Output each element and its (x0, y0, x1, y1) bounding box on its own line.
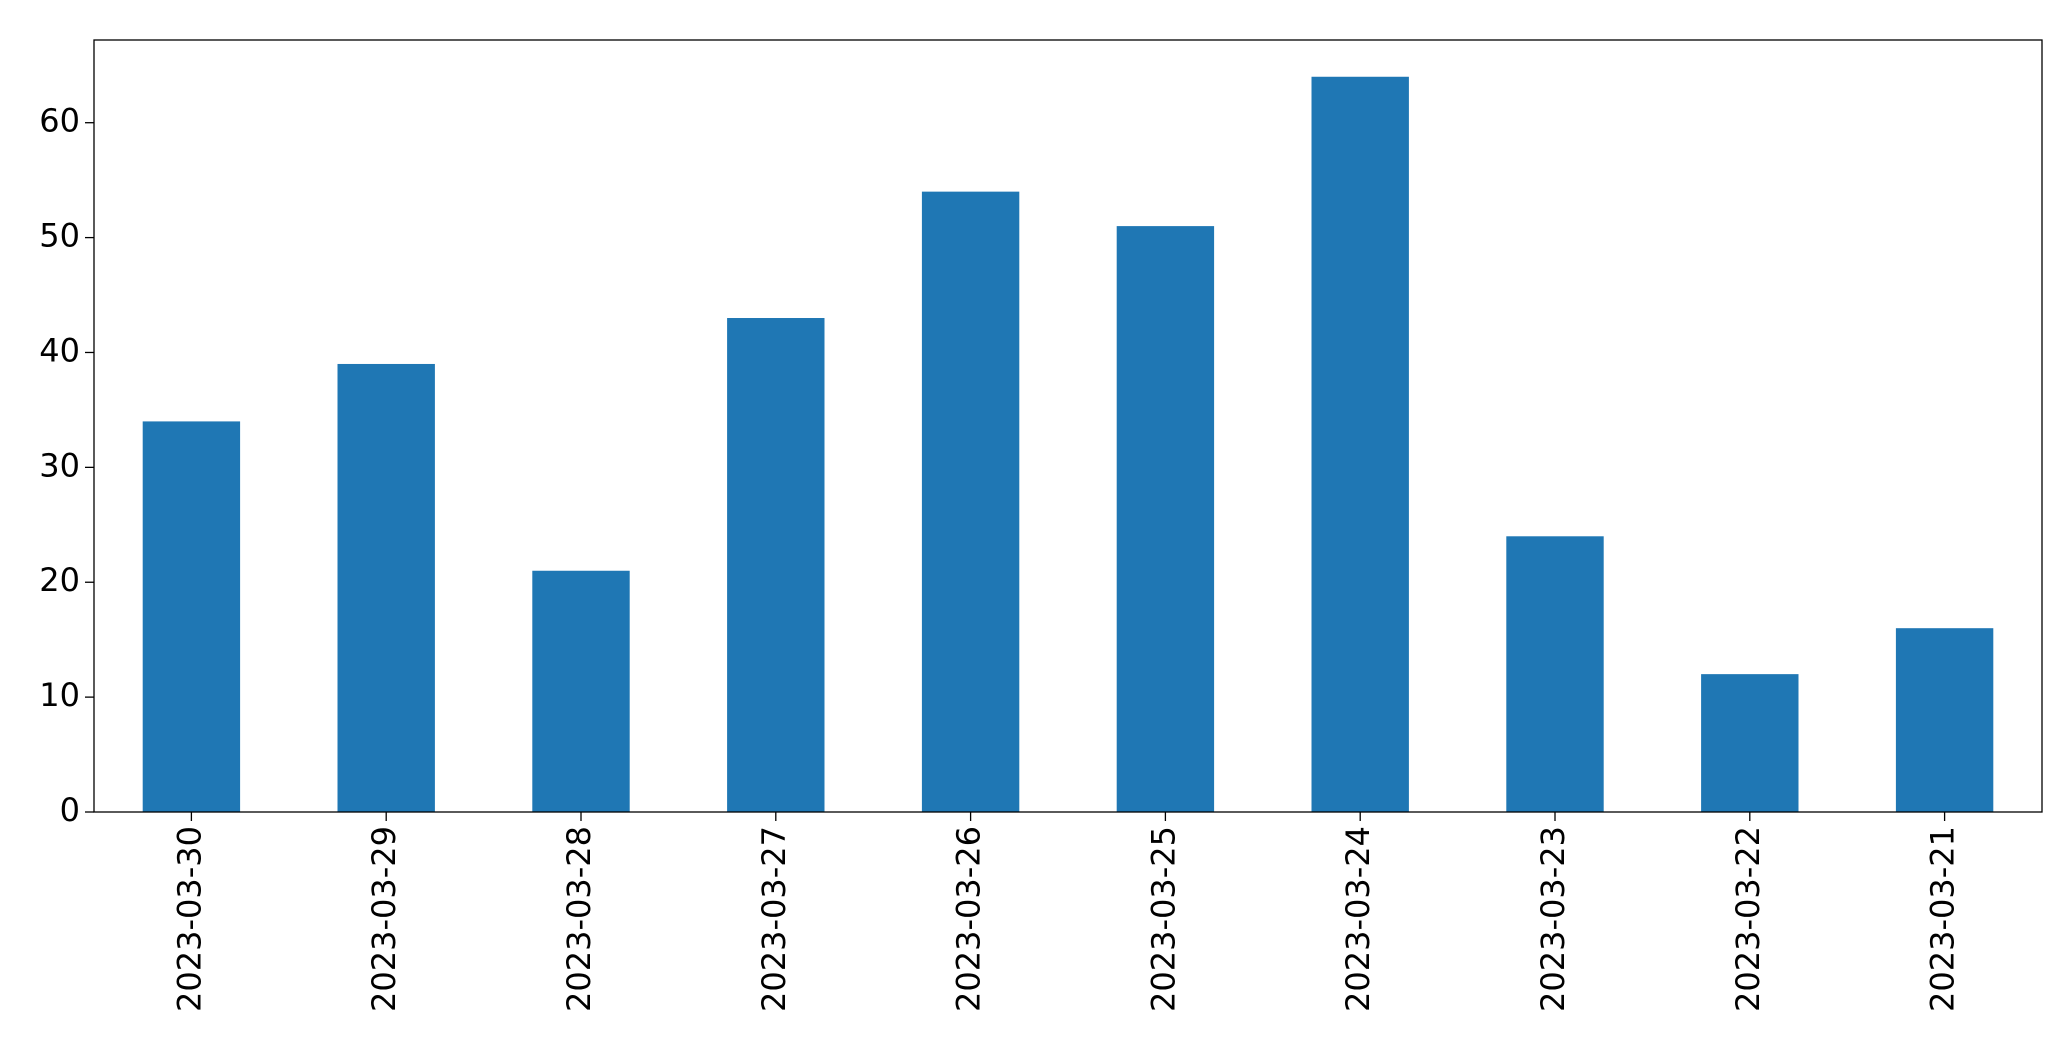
x-tick-label: 2023-03-24 (1339, 826, 1377, 1012)
y-tick-label: 10 (39, 676, 80, 714)
x-tick-label: 2023-03-26 (950, 826, 988, 1012)
bar (1311, 76, 1409, 812)
bar (532, 570, 630, 812)
bar (1116, 226, 1215, 812)
bar (921, 191, 1020, 813)
bar (1701, 674, 1799, 812)
bar (1506, 536, 1604, 812)
x-tick-label: 2023-03-30 (170, 826, 208, 1012)
y-tick-label: 50 (39, 217, 80, 255)
x-tick-label: 2023-03-28 (560, 826, 598, 1012)
y-tick-label: 0 (60, 791, 80, 829)
x-tick-label: 2023-03-27 (755, 826, 793, 1012)
y-tick-label: 60 (39, 102, 80, 140)
x-tick-label: 2023-03-21 (1924, 826, 1962, 1012)
y-tick-label: 20 (39, 561, 80, 599)
y-tick-label: 40 (39, 331, 80, 369)
x-tick-label: 2023-03-25 (1144, 826, 1182, 1012)
x-tick-label: 2023-03-22 (1729, 826, 1767, 1012)
x-tick-label: 2023-03-29 (365, 826, 403, 1012)
bar (727, 318, 825, 812)
plot-frame (93, 39, 2043, 813)
x-tick-label: 2023-03-23 (1534, 826, 1572, 1012)
y-tick-label: 30 (39, 446, 80, 484)
bar (142, 421, 241, 812)
bar (1895, 628, 1994, 812)
bar (337, 363, 435, 812)
